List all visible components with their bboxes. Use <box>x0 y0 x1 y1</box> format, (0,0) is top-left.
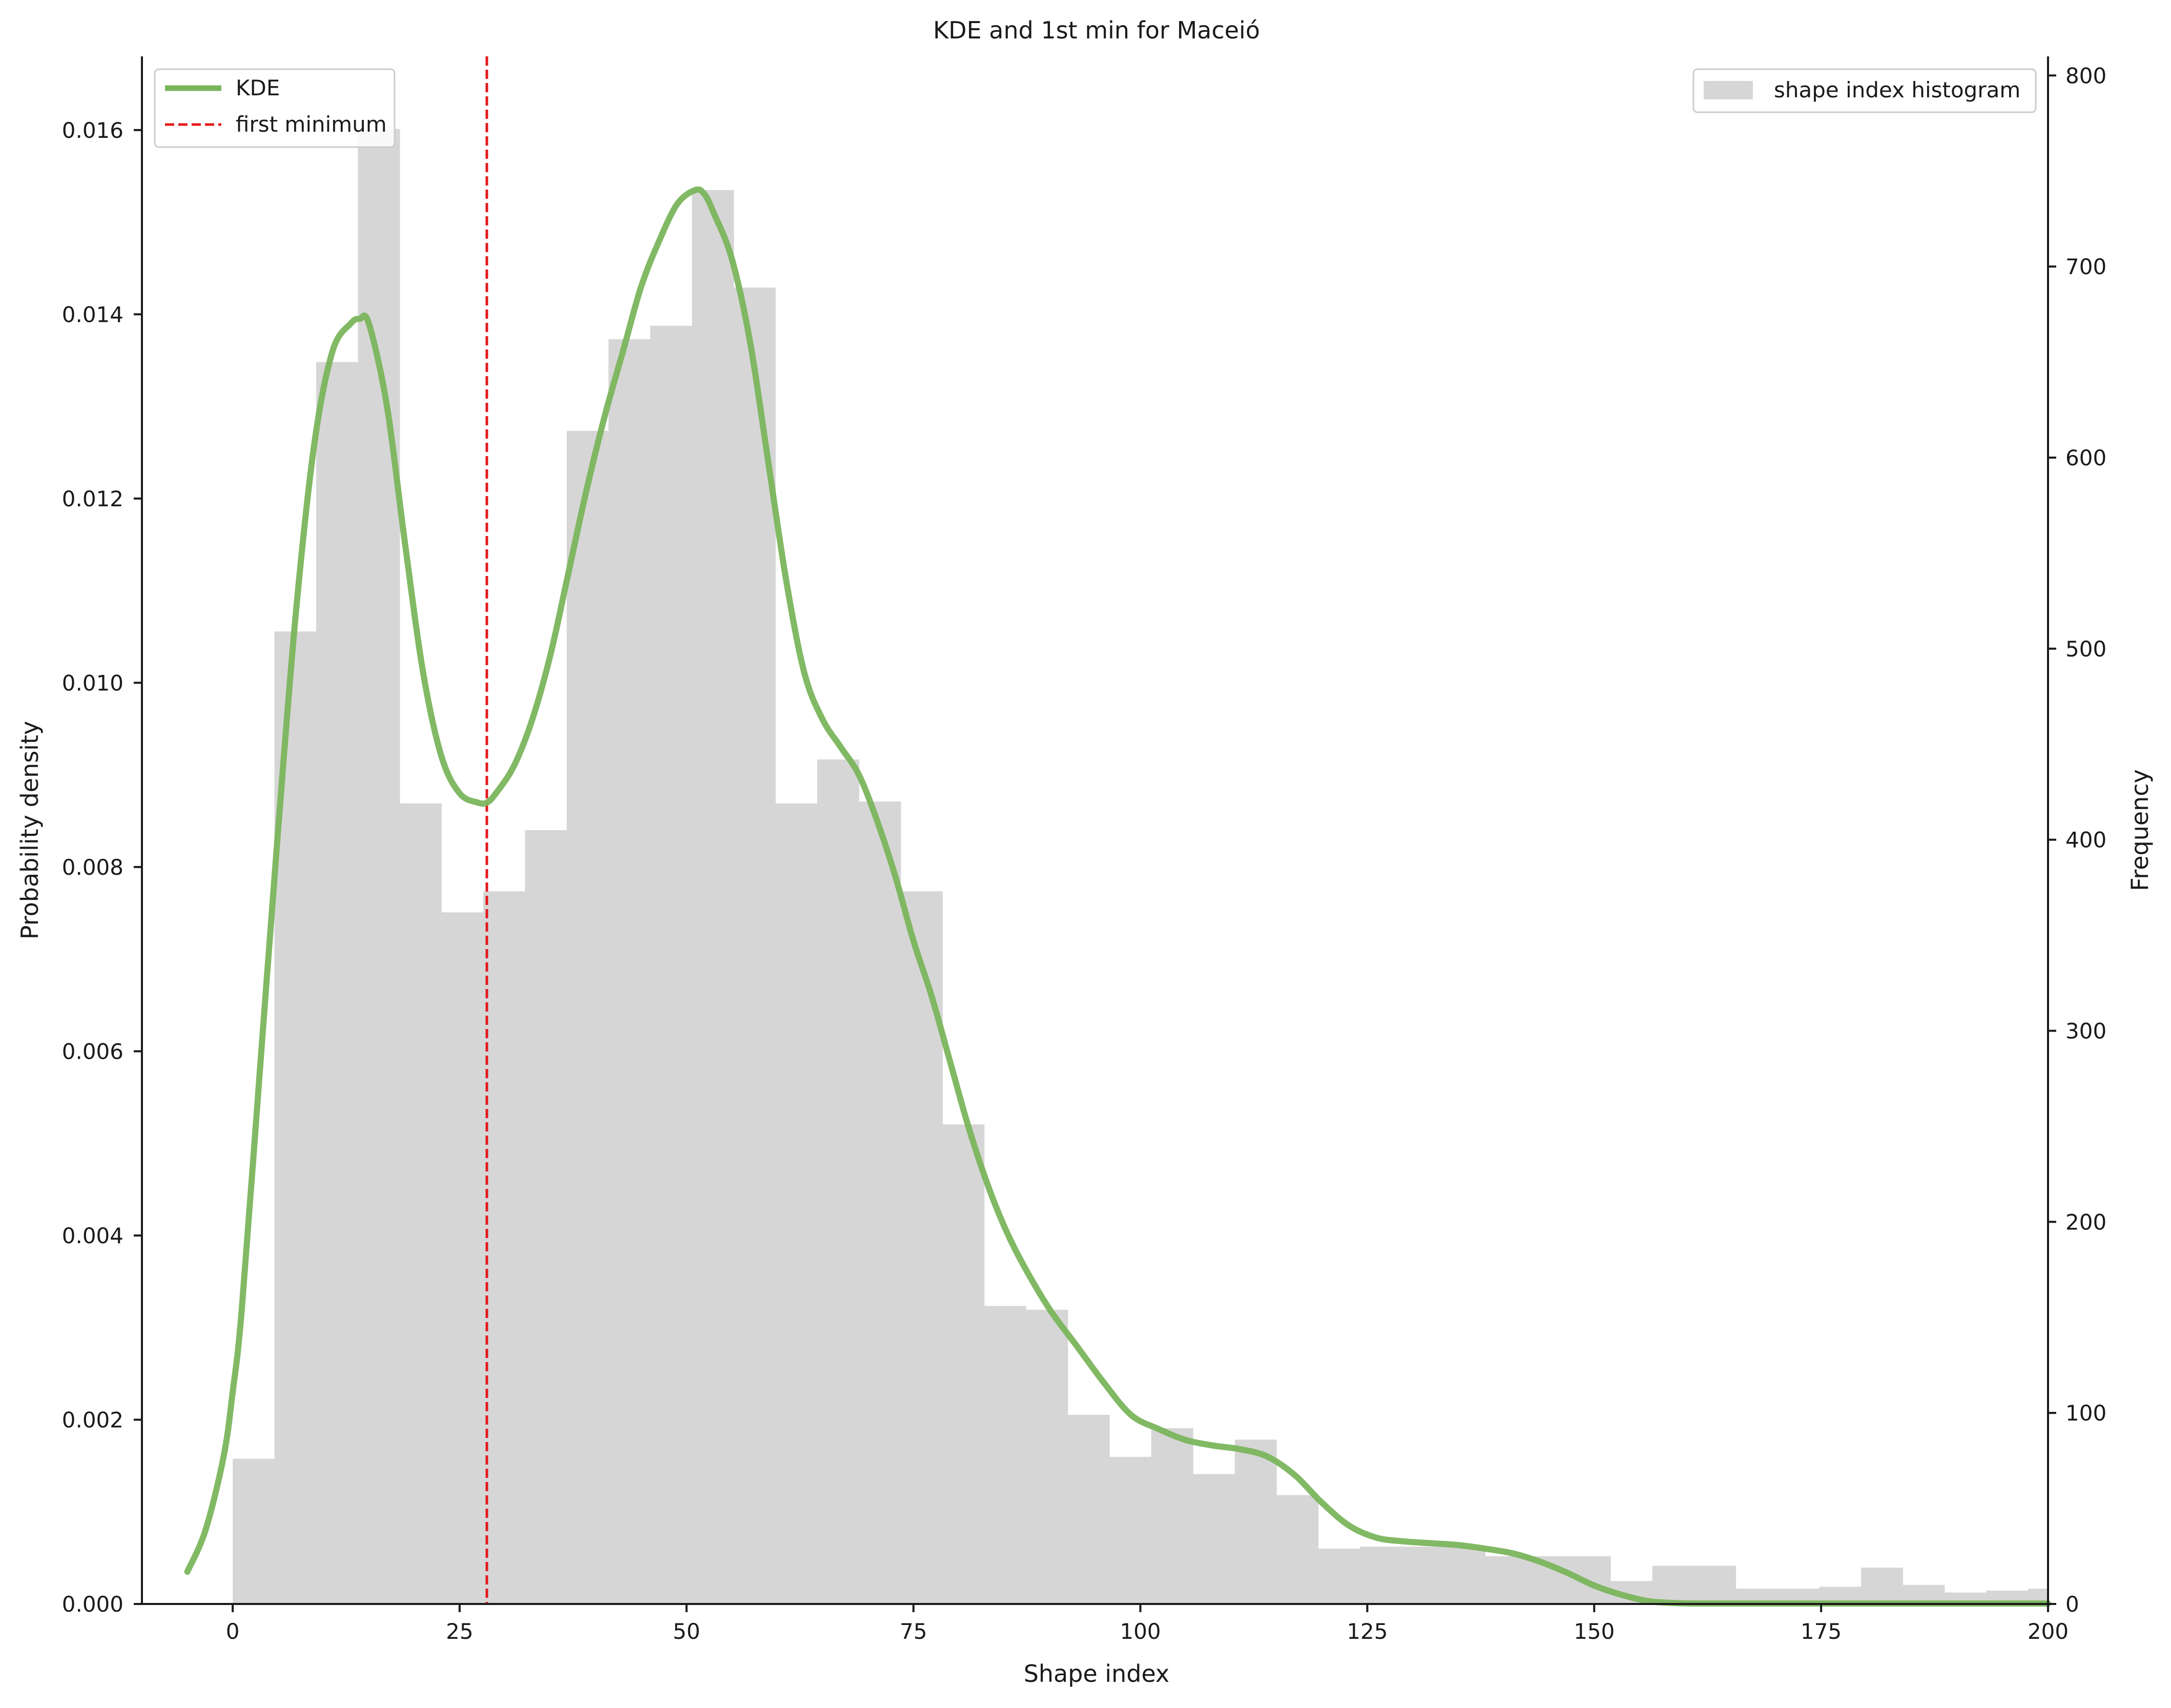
x-axis-ticks: 0 25 50 75 100 125 150 175 200 <box>226 1604 2069 1644</box>
histogram-bar <box>1151 1428 1193 1604</box>
histogram-bar <box>775 803 818 1604</box>
left-y-axis-label: Probability density <box>16 721 44 939</box>
histogram-bar <box>900 891 943 1604</box>
histogram-bar <box>1193 1474 1235 1604</box>
histogram-bar <box>400 803 442 1604</box>
left-y-tick-label: 0.002 <box>62 1407 123 1432</box>
right-y-tick-label: 800 <box>2065 63 2106 88</box>
right-y-tick-label: 400 <box>2065 828 2106 853</box>
x-tick-label: 25 <box>446 1619 473 1644</box>
histogram-bar <box>1360 1547 1402 1604</box>
left-y-axis-ticks: 0.000 0.002 0.004 0.006 0.008 0.010 0.012 0.014… <box>62 118 142 1617</box>
legend-kde-label: KDE <box>236 75 280 100</box>
legend-right: shape index histogram <box>1692 68 2037 113</box>
left-y-tick-label: 0.008 <box>62 855 123 880</box>
x-tick-label: 100 <box>1120 1619 1161 1644</box>
x-tick-label: 175 <box>1801 1619 1842 1644</box>
histogram-bar <box>567 430 609 1604</box>
left-y-tick-label: 0.006 <box>62 1039 123 1064</box>
histogram-bar <box>1234 1439 1277 1604</box>
histogram-bar <box>1694 1566 1736 1604</box>
histogram-bar <box>1443 1547 1486 1604</box>
histogram-bar <box>233 1458 275 1604</box>
histogram-bar <box>942 1124 985 1604</box>
histogram-bar <box>1568 1556 1611 1604</box>
legend-histogram-swatch <box>1704 81 1753 99</box>
histogram-bar <box>1861 1568 1904 1604</box>
legend-first-minimum-label: first minimum <box>236 112 387 137</box>
right-y-tick-label: 0 <box>2065 1592 2079 1617</box>
right-y-axis-label: Frequency <box>2126 769 2154 891</box>
right-y-tick-label: 100 <box>2065 1401 2106 1426</box>
kde-group <box>184 186 2051 1607</box>
histogram-bar <box>817 759 859 1604</box>
histogram-bar <box>1109 1456 1152 1604</box>
histogram-bar <box>483 891 526 1604</box>
left-y-tick-label: 0.000 <box>62 1592 123 1617</box>
right-y-tick-label: 500 <box>2065 636 2106 662</box>
x-tick-label: 75 <box>900 1619 927 1644</box>
x-tick-label: 200 <box>2028 1619 2069 1644</box>
left-y-tick-label: 0.010 <box>62 670 123 695</box>
x-tick-label: 150 <box>1574 1619 1615 1644</box>
histogram-bar <box>1652 1566 1694 1604</box>
histogram-bar <box>441 912 484 1604</box>
x-axis-label: Shape index <box>1024 1660 1170 1688</box>
histogram-bar <box>1067 1414 1110 1604</box>
left-y-tick-label: 0.004 <box>62 1223 123 1248</box>
legend-right-frame <box>1692 68 2037 113</box>
left-y-tick-label: 0.012 <box>62 486 123 511</box>
histogram-bar <box>650 325 692 1604</box>
x-tick-label: 50 <box>673 1619 700 1644</box>
histogram-bar <box>984 1306 1026 1604</box>
legend-left: KDE first minimum <box>154 68 396 148</box>
histogram-bar <box>1485 1556 1527 1604</box>
right-y-axis-ticks: 0 100 200 300 400 500 600 700 800 <box>2048 63 2106 1617</box>
histogram-bar <box>525 830 567 1604</box>
x-tick-label: 125 <box>1347 1619 1388 1644</box>
histogram-bar <box>1026 1309 1068 1604</box>
histogram-bars <box>233 129 2049 1604</box>
histogram-bar <box>692 190 734 1604</box>
histogram-bar <box>1401 1547 1444 1604</box>
right-y-tick-label: 300 <box>2065 1018 2106 1043</box>
histogram-bar <box>1276 1495 1319 1604</box>
right-y-tick-label: 200 <box>2065 1209 2106 1234</box>
histogram-bar <box>859 801 901 1604</box>
left-y-tick-label: 0.016 <box>62 118 123 143</box>
chart-title: KDE and 1st min for Maceió <box>933 16 1260 44</box>
right-y-tick-label: 600 <box>2065 445 2106 470</box>
histogram-bar <box>316 362 359 1604</box>
histogram-bar <box>608 339 651 1604</box>
right-y-tick-label: 700 <box>2065 254 2106 279</box>
left-y-tick-label: 0.014 <box>62 302 123 327</box>
kde-line <box>184 186 2051 1607</box>
legend-histogram-label: shape index histogram <box>1774 77 2020 102</box>
x-tick-label: 0 <box>226 1619 240 1644</box>
histogram-bar <box>1318 1548 1360 1604</box>
histogram-bar <box>733 287 776 1604</box>
